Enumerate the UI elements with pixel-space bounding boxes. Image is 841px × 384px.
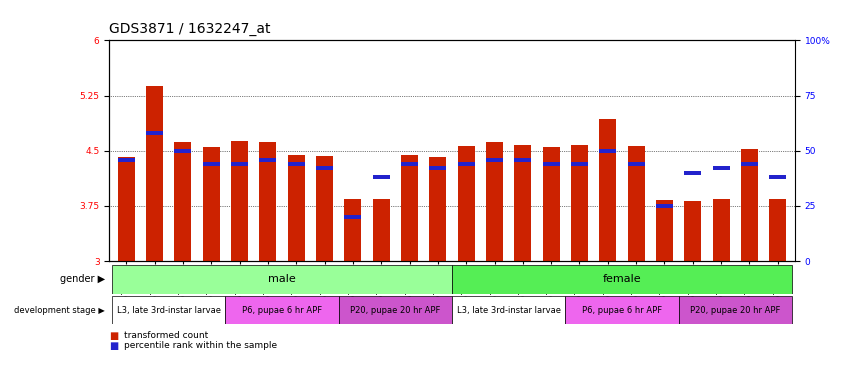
Text: P6, pupae 6 hr APF: P6, pupae 6 hr APF [582, 306, 662, 314]
Bar [118, 157, 135, 261]
Bar [288, 155, 304, 261]
Bar [656, 200, 673, 261]
Bar [571, 145, 588, 261]
Bar [316, 156, 333, 261]
Bar [685, 171, 701, 175]
Text: transformed count: transformed count [124, 331, 209, 341]
Bar [770, 175, 786, 179]
Bar [401, 155, 418, 261]
Bar [627, 146, 645, 261]
Bar [679, 296, 792, 324]
Text: P6, pupae 6 hr APF: P6, pupae 6 hr APF [242, 306, 322, 314]
Text: P20, pupae 20 hr APF: P20, pupae 20 hr APF [350, 306, 441, 314]
Bar [373, 199, 389, 261]
Bar [741, 162, 758, 166]
Bar [712, 199, 730, 261]
Bar [542, 147, 559, 261]
Bar [600, 119, 616, 261]
Bar [231, 162, 248, 166]
Bar [452, 265, 792, 294]
Bar [542, 162, 559, 166]
Bar [515, 157, 532, 162]
Bar [486, 157, 503, 162]
Bar [712, 166, 730, 170]
Bar [430, 166, 447, 170]
Bar [685, 201, 701, 261]
Bar [225, 296, 339, 324]
Text: L3, late 3rd-instar larvae: L3, late 3rd-instar larvae [117, 306, 221, 314]
Bar [373, 175, 389, 179]
Bar [571, 162, 588, 166]
Text: GDS3871 / 1632247_at: GDS3871 / 1632247_at [109, 23, 271, 36]
Text: ■: ■ [109, 341, 119, 351]
Bar [458, 146, 474, 261]
Bar [345, 215, 362, 219]
Bar [259, 157, 277, 162]
Bar [600, 149, 616, 153]
Bar [288, 162, 304, 166]
Bar [146, 86, 163, 261]
Bar [146, 131, 163, 135]
Text: female: female [603, 274, 642, 285]
Bar [770, 199, 786, 261]
Text: development stage ▶: development stage ▶ [14, 306, 105, 314]
Text: P20, pupae 20 hr APF: P20, pupae 20 hr APF [690, 306, 780, 314]
Bar [565, 296, 679, 324]
Bar [339, 296, 452, 324]
Text: ■: ■ [109, 331, 119, 341]
Bar [345, 199, 362, 261]
Bar [203, 162, 220, 166]
Bar [118, 157, 135, 162]
Bar [112, 296, 225, 324]
Bar [174, 149, 192, 153]
Text: L3, late 3rd-instar larvae: L3, late 3rd-instar larvae [457, 306, 561, 314]
Text: male: male [268, 274, 296, 285]
Bar [627, 162, 645, 166]
Bar [401, 162, 418, 166]
Bar [452, 296, 565, 324]
Bar [174, 142, 192, 261]
Bar [656, 204, 673, 208]
Bar [741, 149, 758, 261]
Bar [458, 162, 474, 166]
Bar [430, 157, 447, 261]
Bar [316, 166, 333, 170]
Bar [231, 141, 248, 261]
Bar [515, 145, 532, 261]
Text: percentile rank within the sample: percentile rank within the sample [124, 341, 278, 350]
Text: gender ▶: gender ▶ [60, 274, 105, 285]
Bar [203, 147, 220, 261]
Bar [259, 142, 277, 261]
Bar [486, 142, 503, 261]
Bar [112, 265, 452, 294]
